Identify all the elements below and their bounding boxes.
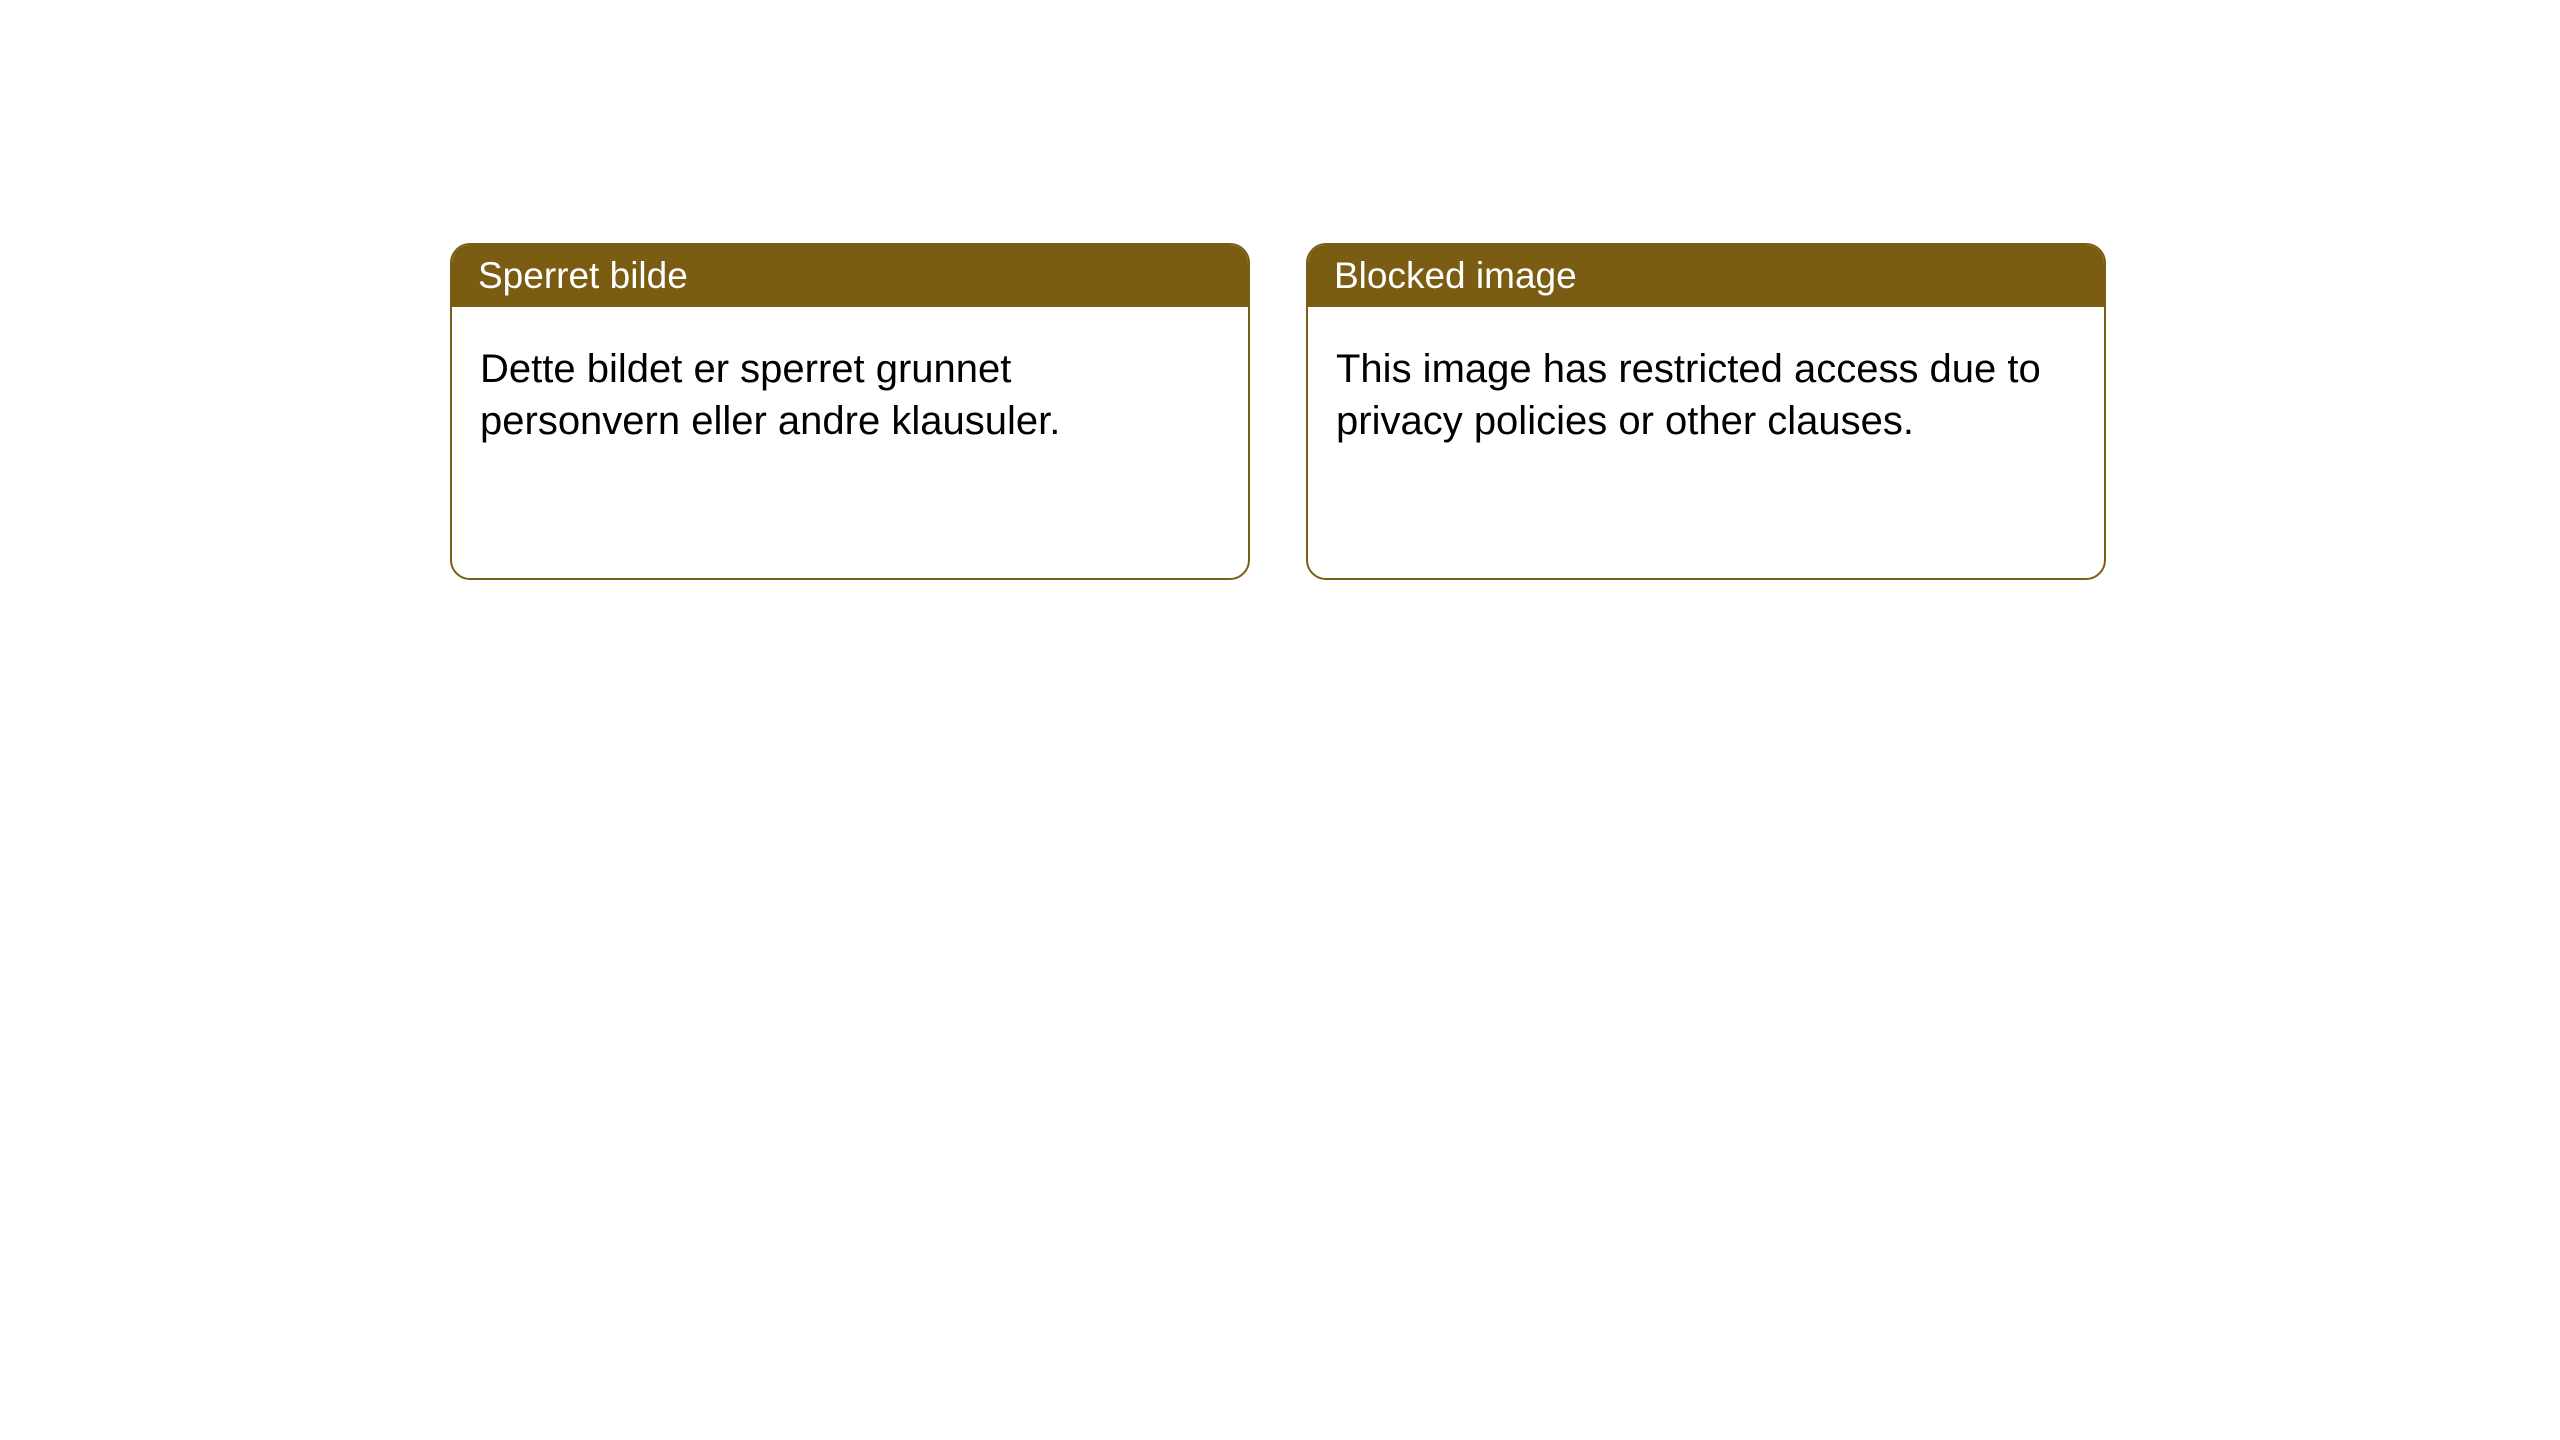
notice-body: This image has restricted access due to … (1308, 307, 2104, 483)
notice-header: Sperret bilde (452, 245, 1248, 307)
notice-body-text: Dette bildet er sperret grunnet personve… (480, 347, 1060, 443)
notice-box-norwegian: Sperret bilde Dette bildet er sperret gr… (450, 243, 1250, 580)
notice-title: Sperret bilde (478, 255, 688, 296)
notice-body: Dette bildet er sperret grunnet personve… (452, 307, 1248, 483)
notice-header: Blocked image (1308, 245, 2104, 307)
notice-title: Blocked image (1334, 255, 1577, 296)
notice-box-english: Blocked image This image has restricted … (1306, 243, 2106, 580)
notices-container: Sperret bilde Dette bildet er sperret gr… (0, 0, 2560, 580)
notice-body-text: This image has restricted access due to … (1336, 347, 2041, 443)
